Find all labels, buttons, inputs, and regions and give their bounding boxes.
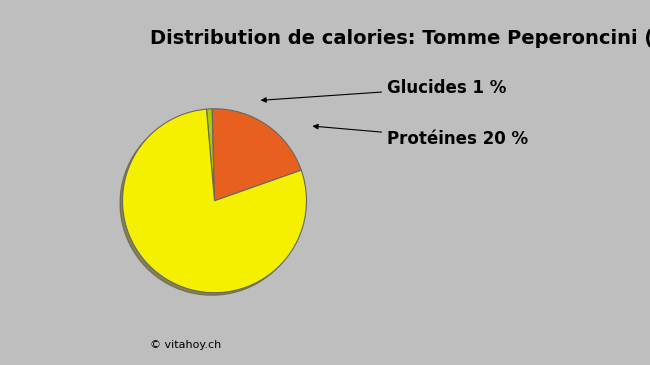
Wedge shape bbox=[207, 109, 215, 201]
Text: Lipides 79 %: Lipides 79 % bbox=[153, 228, 272, 258]
Text: Distribution de calories: Tomme Peperoncini (Migros): Distribution de calories: Tomme Peperonc… bbox=[150, 29, 650, 48]
Text: © vitahoy.ch: © vitahoy.ch bbox=[150, 341, 221, 350]
Wedge shape bbox=[122, 109, 307, 293]
Text: Protéines 20 %: Protéines 20 % bbox=[313, 124, 528, 148]
Text: Glucides 1 %: Glucides 1 % bbox=[262, 78, 506, 102]
Wedge shape bbox=[213, 109, 301, 201]
